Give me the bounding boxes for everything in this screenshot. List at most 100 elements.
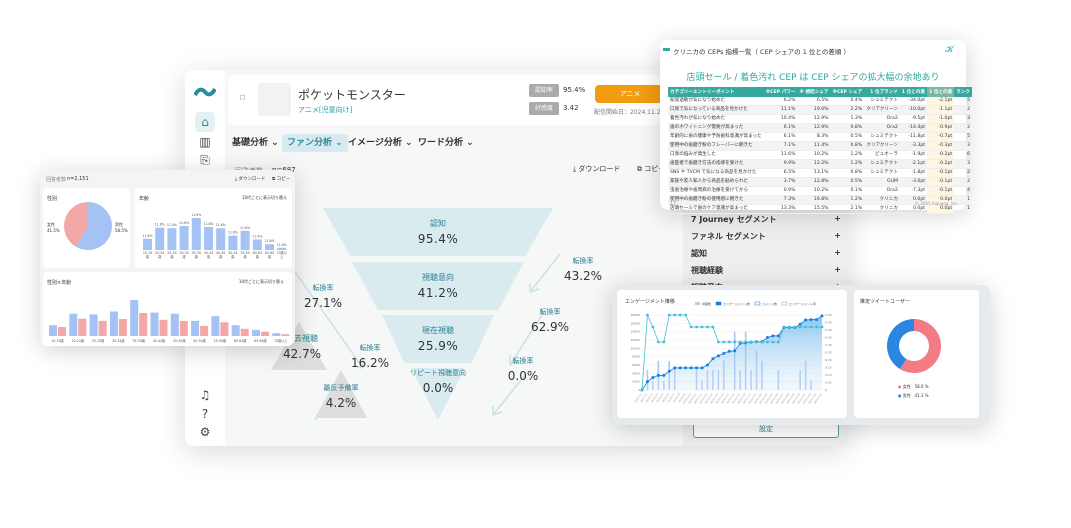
rate-point — [815, 325, 818, 329]
x-tick-label: 2025/1/16 — [715, 392, 725, 404]
gear-icon[interactable]: ⚙ — [199, 425, 211, 439]
genre-button[interactable]: アニメ — [595, 85, 665, 103]
cross-bar-male — [150, 312, 159, 336]
legend-label: エンゲージメント率 — [789, 301, 816, 306]
home-icon[interactable]: ⌂ — [195, 112, 215, 132]
cross-bar-female — [200, 325, 209, 336]
male-label: 男性 — [115, 222, 123, 227]
x-tick-label: 2025/1/7 — [667, 392, 676, 403]
rate-point — [722, 340, 726, 344]
age-tick-label: 65-69歳 — [264, 251, 275, 259]
engagement-point — [673, 366, 677, 370]
help-icon[interactable]: ? — [201, 407, 209, 421]
table-cell: -3.0pt — [899, 177, 928, 187]
table-row: 店頭セールで歯のケア意識が高まった 13.3% 15.5% 2.1% クリニカ 0.0pt… — [668, 204, 972, 214]
table-cell: 6.5% — [797, 97, 831, 106]
table-cell: 6 — [954, 150, 972, 160]
rate-point — [678, 313, 682, 317]
table-cell: -2.1pt — [927, 97, 955, 106]
category-link[interactable]: アニメ[児童向け] — [298, 106, 353, 114]
copy-button[interactable]: ⧉ コピー — [637, 164, 665, 174]
bar-chart-icon[interactable]: ▥ — [199, 135, 211, 149]
x-tick-label: 2025/1/6 — [661, 392, 670, 403]
legend-swatch — [715, 301, 722, 306]
engagement-point — [684, 366, 688, 370]
engagement-point — [722, 351, 726, 355]
column-header[interactable]: 1 位との差 — [899, 87, 928, 97]
cross-bar-female — [179, 320, 188, 336]
column-header[interactable]: 1 位との差 — [927, 87, 955, 97]
age-bar-label: 11.4% — [167, 223, 177, 227]
accordion-experience[interactable]: 視聴経験 + — [691, 265, 841, 276]
table-cell: シュミテクト — [864, 168, 900, 178]
table-cell: 歯医者で歯磨き方法の指導を受けた — [668, 159, 764, 169]
column-header[interactable]: カテゴリーエントリーポイント — [668, 87, 764, 97]
table-row: 口臭で気になっている商品を見かけた 11.1% 19.6% 2.2% クリアクリーン -1… — [668, 105, 972, 115]
rate-label: 転換率 — [539, 308, 561, 316]
download-label: ダウンロード — [238, 177, 266, 182]
metric-value: 3.42 — [563, 104, 579, 112]
legend-value: 58.6 % — [914, 384, 929, 389]
x-tick-label: 2025/1/23 — [753, 392, 763, 404]
y-left-tick: 18000 — [630, 313, 640, 317]
download-button[interactable]: ⤓ ダウンロード — [235, 177, 266, 182]
cross-bar-male — [252, 329, 260, 336]
accordion-funnel[interactable]: ファネル セグメント + — [691, 231, 841, 242]
rate-label: 転換率 — [512, 357, 534, 365]
column-header[interactable]: 1 位ブランド — [864, 87, 900, 97]
copy-button[interactable]: ⧉ コピー — [272, 177, 291, 182]
table-cell: 9.9% — [763, 159, 798, 169]
engagement-point — [700, 366, 704, 370]
table-cell: 6.1% — [763, 123, 798, 133]
accordion-journey[interactable]: 7 Journey セグメント + — [691, 214, 841, 225]
accordion-awareness[interactable]: 認知 + — [691, 248, 841, 259]
rate-point — [760, 340, 764, 344]
column-header[interactable]: ※CEP パワー — [763, 87, 798, 97]
table-cell: 5 — [954, 132, 972, 142]
x-tick-label: 2025/1/13 — [699, 392, 709, 404]
cross-tick-label: 60-64歳 — [234, 338, 247, 343]
download-button[interactable]: ⤓ ダウンロード — [573, 164, 620, 174]
table-cell: Ora2 — [864, 186, 900, 196]
cross-bar-female — [281, 334, 290, 336]
export-icon[interactable]: ⎘ — [200, 153, 210, 167]
table-cell: -34.0pt — [899, 97, 928, 106]
rate-point — [793, 325, 797, 329]
column-header[interactable]: ※ 想起シェア — [797, 87, 831, 97]
y-left-tick: 8000 — [632, 355, 640, 359]
tab-fan[interactable]: ファン分析 ⌄ — [282, 134, 348, 152]
table-cell: 10.4% — [763, 114, 798, 124]
table-cell: -0.7pt — [927, 132, 955, 142]
tab-basic[interactable]: 基礎分析 ⌄ — [232, 138, 279, 148]
table-cell: -1.9pt — [899, 150, 928, 160]
cross-bar-male — [231, 325, 240, 336]
table-cell: クリニカ — [864, 204, 900, 214]
cross-chart: 15-19歳 20-24歳 25-29歳 30-34歳 35-39歳 40-44歳 45-4… — [49, 300, 290, 343]
x-tick-label: 2025/1/31 — [797, 392, 807, 404]
bookmark-icon[interactable]: ⌑ — [240, 93, 246, 104]
cross-tick-label: 45-49歳 — [173, 338, 186, 343]
age-tick-label: 25-29歳 — [167, 251, 177, 259]
tab-image[interactable]: イメージ分析 ⌄ — [348, 138, 413, 148]
table-cell: -0.1pt — [927, 186, 955, 196]
table-cell: シュミテクト — [864, 159, 900, 169]
rate-awareness-intent: 転換率 43.2% — [563, 256, 603, 283]
cross-toggle[interactable]: 10代ごとに表示切り替え — [238, 279, 284, 284]
rate-value: 0.0% — [507, 369, 539, 383]
bell-icon[interactable]: ♫ — [199, 388, 211, 402]
rate-point — [749, 340, 753, 344]
age-toggle[interactable]: 10代ごとに表示切り替え — [241, 195, 287, 200]
column-header[interactable]: ※CEP シェア — [830, 87, 865, 97]
table-cell: 0.0pt — [899, 195, 928, 205]
tab-word[interactable]: ワード分析 ⌄ — [418, 138, 474, 148]
table-cell: 口臭の悩みが発生した — [668, 150, 764, 160]
table-cell: 10.2% — [797, 150, 831, 160]
x-tick-label: 2025/1/11 — [688, 392, 698, 404]
age-bar-label: 11.6% — [228, 231, 238, 235]
rate-point — [716, 340, 720, 344]
table-cell: -0.3pt — [927, 141, 955, 151]
rate-point — [733, 340, 737, 344]
male-value: 58.5% — [115, 228, 128, 233]
column-header[interactable]: ランク — [954, 87, 972, 97]
age-bar-label: 11.6% — [277, 243, 287, 247]
